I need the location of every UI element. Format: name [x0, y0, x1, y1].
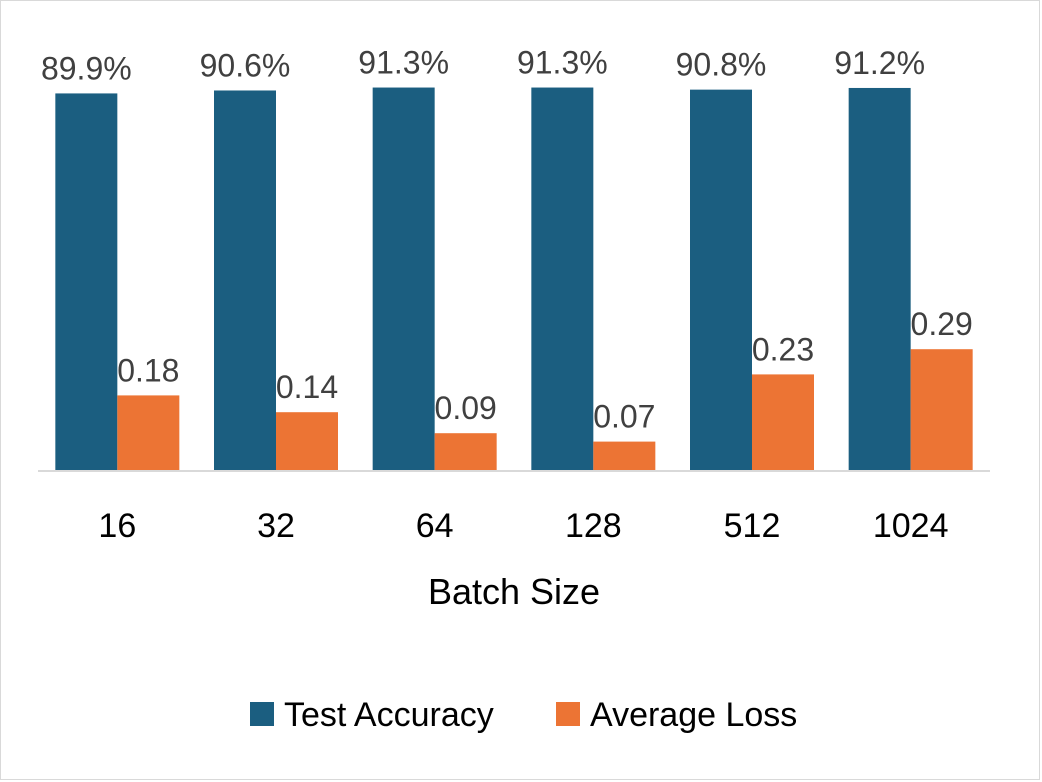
- test-accuracy-data-label-32: 90.6%: [200, 47, 291, 83]
- test-accuracy-bar-512: [690, 89, 752, 471]
- x-tick-label-512: 512: [724, 507, 781, 545]
- x-tick-label-32: 32: [257, 507, 295, 545]
- legend-swatch-test-accuracy: [250, 702, 274, 726]
- test-accuracy-bar-1024: [848, 87, 911, 472]
- average-loss-bar-128: [593, 441, 656, 471]
- legend-label-test-accuracy: Test Accuracy: [284, 696, 494, 734]
- x-tick-label-1024: 1024: [873, 507, 949, 545]
- average-loss-data-label-128: 0.07: [593, 399, 655, 435]
- x-tick-label-64: 64: [416, 507, 454, 545]
- average-loss-bar-32: [276, 412, 338, 471]
- test-accuracy-data-label-512: 90.8%: [676, 47, 767, 83]
- average-loss-bar-1024: [910, 349, 973, 471]
- legend: Test Accuracy Average Loss: [250, 696, 797, 734]
- data-labels-layer: 89.9% 0.18 90.6% 0.14 91.3% 0.09 91.3% 0.07 90.8…: [41, 45, 973, 435]
- test-accuracy-bar-16: [55, 93, 118, 472]
- average-loss-data-label-32: 0.14: [276, 369, 338, 405]
- bars-layer: [55, 87, 973, 472]
- test-accuracy-data-label-1024: 91.2%: [834, 45, 925, 81]
- average-loss-bar-16: [117, 395, 180, 471]
- x-axis-title: Batch Size: [428, 571, 600, 612]
- test-accuracy-bar-128: [531, 87, 594, 471]
- average-loss-data-label-512: 0.23: [752, 331, 814, 367]
- x-tick-labels: 16 32 64 128 512 1024: [98, 507, 948, 545]
- legend-swatch-average-loss: [556, 702, 580, 726]
- test-accuracy-data-label-128: 91.3%: [517, 45, 608, 81]
- average-loss-bar-512: [752, 374, 814, 471]
- test-accuracy-data-label-64: 91.3%: [358, 45, 449, 81]
- x-tick-label-16: 16: [98, 507, 136, 545]
- test-accuracy-bar-64: [372, 87, 435, 471]
- average-loss-data-label-1024: 0.29: [911, 306, 973, 342]
- average-loss-bar-64: [434, 433, 497, 471]
- average-loss-data-label-16: 0.18: [117, 352, 179, 388]
- test-accuracy-bar-32: [214, 90, 276, 471]
- test-accuracy-data-label-16: 89.9%: [41, 50, 132, 86]
- average-loss-data-label-64: 0.09: [435, 390, 497, 426]
- x-tick-label-128: 128: [565, 507, 622, 545]
- legend-label-average-loss: Average Loss: [590, 696, 797, 734]
